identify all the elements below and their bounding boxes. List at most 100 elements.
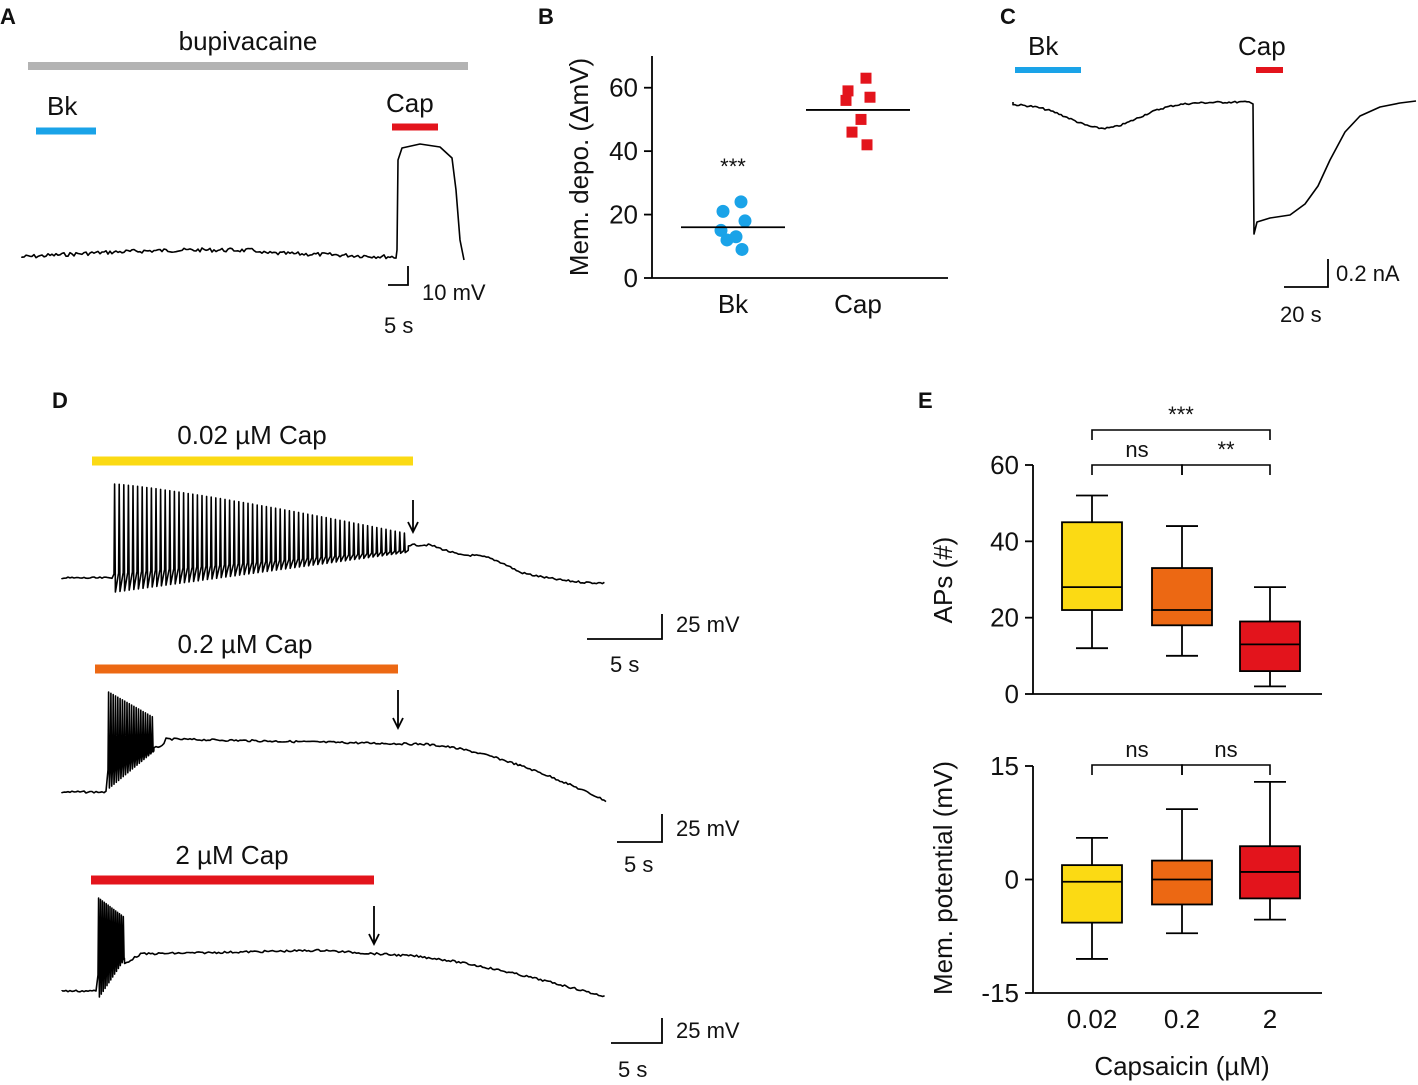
scale-y-label-a: 10 mV bbox=[422, 280, 486, 305]
scale-x-label-002: 5 s bbox=[610, 652, 639, 677]
x-label-b: Bk bbox=[718, 289, 749, 319]
boxes-e-bottom bbox=[1061, 780, 1301, 960]
membrane-trace-a bbox=[21, 143, 465, 261]
data-points-b: *** bbox=[681, 72, 910, 256]
scale-y-label-002: 25 mV bbox=[676, 612, 740, 637]
x-label-b: Cap bbox=[834, 289, 882, 319]
box-2 bbox=[1239, 620, 1301, 673]
significance-e-bottom: ns ns bbox=[1091, 737, 1271, 775]
y-tick-label-e: 0 bbox=[1005, 679, 1019, 709]
scale-x-label-a: 5 s bbox=[384, 313, 413, 338]
current-trace-c bbox=[1012, 100, 1417, 235]
significance-bracket bbox=[1181, 764, 1271, 775]
panel-d: D 0.02 µM Cap 25 mV 5 s 0.2 µM Cap 25 mV… bbox=[52, 388, 740, 1082]
cap-label: Cap bbox=[386, 88, 434, 118]
panel-e-letter: E bbox=[918, 388, 933, 413]
boxes-e-top bbox=[1061, 494, 1301, 688]
membrane-trace-02 bbox=[61, 691, 607, 803]
y-axis-label-e-top: APs (#) bbox=[928, 537, 958, 624]
membrane-trace-002 bbox=[61, 483, 605, 593]
significance-label: ns bbox=[1125, 437, 1148, 462]
panel-d-letter: D bbox=[52, 388, 68, 413]
y-ticks-b: 0 20 40 60 bbox=[609, 73, 652, 293]
cap-point bbox=[860, 72, 872, 84]
scale-y-label-2: 25 mV bbox=[676, 1018, 740, 1043]
box-0.02 bbox=[1061, 864, 1123, 924]
scale-bar-002 bbox=[587, 614, 663, 640]
y-tick-label-e: 40 bbox=[990, 526, 1019, 556]
significance-e-top: *** ns ** bbox=[1091, 402, 1271, 475]
y-tick-label-e: 20 bbox=[990, 603, 1019, 633]
scale-y-label-02: 25 mV bbox=[676, 816, 740, 841]
bk-point bbox=[734, 195, 748, 209]
y-tick-label-e: 15 bbox=[990, 751, 1019, 781]
panel-b-letter: B bbox=[538, 4, 554, 29]
bk-point bbox=[735, 242, 749, 256]
significance-bracket bbox=[1091, 429, 1271, 440]
washout-arrow-2 bbox=[368, 906, 380, 947]
cap-point bbox=[864, 91, 876, 103]
significance-bracket bbox=[1181, 464, 1271, 475]
bk-label-c: Bk bbox=[1028, 31, 1059, 61]
cap-point bbox=[846, 126, 858, 138]
y-tick-label-e: 60 bbox=[990, 450, 1019, 480]
scale-bar-a bbox=[388, 266, 409, 286]
scale-bar-02 bbox=[617, 814, 663, 843]
washout-arrow-002 bbox=[407, 500, 419, 535]
significance-label: ns bbox=[1214, 737, 1237, 762]
y-axis-label-e-bottom: Mem. potential (mV) bbox=[928, 761, 958, 995]
cap-point bbox=[842, 85, 854, 97]
y-ticks-e-top: 0 20 40 60 bbox=[990, 450, 1033, 709]
x-label-e-0.02: 0.02 bbox=[1067, 1004, 1118, 1034]
significance-bracket bbox=[1091, 464, 1183, 475]
x-label-e-0.2: 0.2 bbox=[1164, 1004, 1200, 1034]
significance-label: *** bbox=[1168, 402, 1194, 427]
y-axis-label-b: Mem. depo. (ΔmV) bbox=[564, 58, 594, 276]
y-tick-label-b: 40 bbox=[609, 136, 638, 166]
x-labels-e-bottom: 0.02 0.2 2 bbox=[1067, 1004, 1278, 1034]
y-tick-label-b: 0 bbox=[624, 263, 638, 293]
y-tick-label-b: 20 bbox=[609, 200, 638, 230]
scale-x-label-02: 5 s bbox=[624, 852, 653, 877]
significance-b: *** bbox=[720, 154, 746, 179]
trace-label-002: 0.02 µM Cap bbox=[177, 420, 326, 450]
bk-point bbox=[738, 214, 752, 228]
cap-point bbox=[840, 94, 852, 106]
membrane-trace-2 bbox=[61, 897, 605, 998]
washout-arrow-02 bbox=[392, 690, 404, 731]
bupivacaine-label: bupivacaine bbox=[179, 26, 318, 56]
y-tick-label-e: 0 bbox=[1005, 865, 1019, 895]
x-label-e-2: 2 bbox=[1263, 1004, 1277, 1034]
bk-point bbox=[720, 233, 734, 247]
cap-point bbox=[855, 113, 867, 125]
panel-c: C Bk Cap 0.2 nA 20 s bbox=[1000, 4, 1417, 327]
y-tick-label-b: 60 bbox=[609, 73, 638, 103]
panel-a-letter: A bbox=[0, 4, 16, 29]
trace-label-02: 0.2 µM Cap bbox=[178, 629, 313, 659]
bk-label: Bk bbox=[47, 91, 78, 121]
significance-bracket bbox=[1091, 764, 1183, 775]
y-ticks-e-bottom: -15 0 15 bbox=[981, 751, 1033, 1008]
significance-label: ** bbox=[1217, 437, 1235, 462]
trace-label-2: 2 µM Cap bbox=[175, 840, 288, 870]
cap-label-c: Cap bbox=[1238, 31, 1286, 61]
scale-x-label-2: 5 s bbox=[618, 1057, 647, 1082]
scale-x-label-c: 20 s bbox=[1280, 302, 1322, 327]
scale-bar-2 bbox=[611, 1018, 663, 1044]
significance-label: ns bbox=[1125, 737, 1148, 762]
box-0.02 bbox=[1061, 521, 1123, 611]
box-0.2 bbox=[1151, 859, 1213, 906]
scale-y-label-c: 0.2 nA bbox=[1336, 261, 1400, 286]
panel-a: A bupivacaine Bk Cap 10 mV 5 s bbox=[0, 4, 486, 338]
x-axis-label-e-bottom: Capsaicin (µM) bbox=[1094, 1051, 1269, 1081]
scale-bar-c bbox=[1284, 259, 1329, 288]
x-labels-b: Bk Cap bbox=[718, 289, 882, 319]
y-tick-label-e: -15 bbox=[981, 978, 1019, 1008]
panel-e: E 0 20 40 60 *** ns ** APs (#) -15 0 15 ns ns 0.… bbox=[918, 388, 1322, 1081]
bk-point bbox=[716, 204, 730, 218]
panel-c-letter: C bbox=[1000, 4, 1016, 29]
panel-b: B 0 20 40 60 Bk Cap *** Mem. depo. (ΔmV) bbox=[538, 4, 948, 319]
cap-point bbox=[861, 139, 873, 151]
box-0.2 bbox=[1151, 567, 1213, 627]
